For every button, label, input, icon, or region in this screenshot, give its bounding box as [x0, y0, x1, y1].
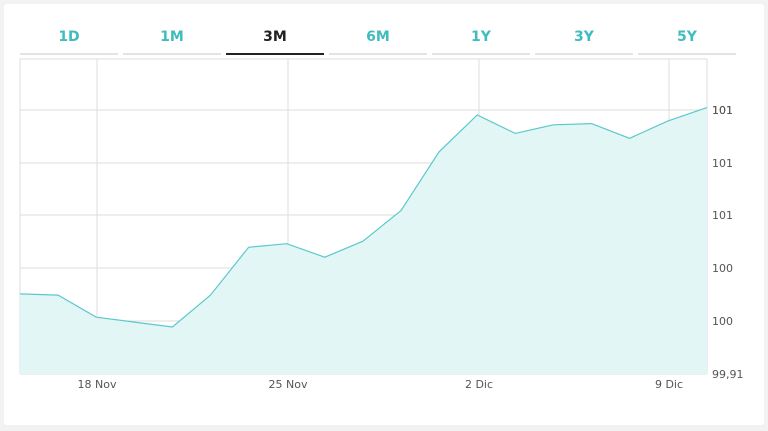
tab-1y[interactable]: 1Y [432, 22, 530, 55]
x-tick-label: 9 Dic [655, 378, 683, 391]
y-tick-label: 101 [712, 209, 733, 222]
x-tick-label: 18 Nov [78, 378, 117, 391]
range-tabs: 1D 1M 3M 6M 1Y 3Y 5Y [20, 22, 736, 55]
y-tick-label: 101 [712, 104, 733, 117]
x-tick-label: 2 Dic [465, 378, 493, 391]
y-tick-label: 99,91 [712, 368, 744, 381]
tab-1d[interactable]: 1D [20, 22, 118, 55]
price-line [19, 107, 708, 328]
y-tick-label: 101 [712, 157, 733, 170]
tab-1m[interactable]: 1M [123, 22, 221, 55]
x-tick-label: 25 Nov [269, 378, 308, 391]
y-tick-label: 101 [712, 104, 733, 117]
tab-3m[interactable]: 3M [226, 22, 324, 55]
y-tick-label: 100 [712, 315, 733, 328]
tab-3y[interactable]: 3Y [535, 22, 633, 55]
tab-5y[interactable]: 5Y [638, 22, 736, 55]
x-axis: 18 Nov 25 Nov 2 Dic 9 Dic [78, 378, 684, 391]
y-tick-label: 100 [712, 262, 733, 275]
tab-6m[interactable]: 6M [329, 22, 427, 55]
